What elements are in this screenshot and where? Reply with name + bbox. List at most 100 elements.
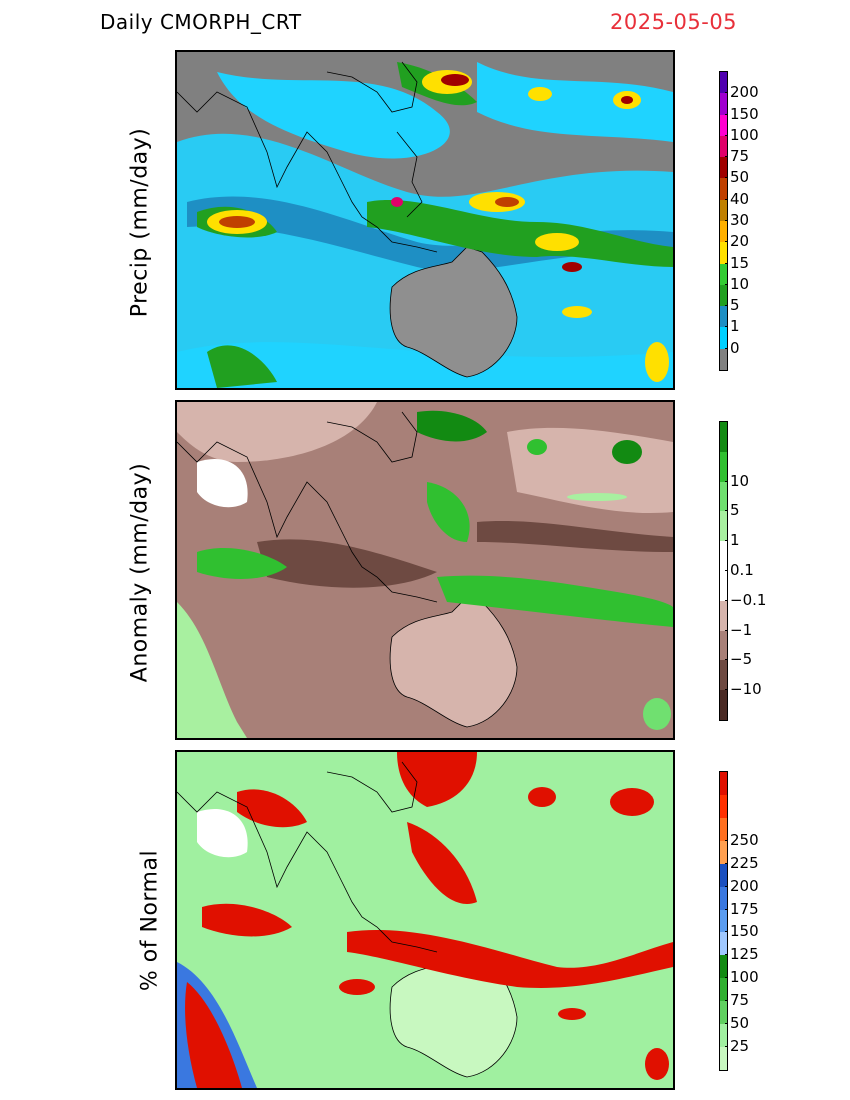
colorbar-segment	[720, 630, 727, 661]
colorbar-segment	[720, 199, 727, 221]
colorbar-tick-mark	[725, 689, 728, 691]
colorbar-tick-mark	[725, 570, 728, 571]
anomaly-ylabel: Anomaly (mm/day)	[127, 462, 153, 683]
colorbar-tick-label: 0.1	[730, 561, 754, 579]
colorbar-segment	[720, 242, 727, 264]
colorbar-tick-label: 0	[730, 338, 740, 357]
colorbar-segment	[720, 263, 727, 285]
colorbar-tick-label: −10	[730, 680, 762, 699]
anomaly-map-graphic	[177, 402, 673, 738]
colorbar-tick-label: −0.1	[730, 590, 767, 609]
precip-ylabel: Precip (mm/day)	[127, 127, 153, 318]
colorbar-tick-mark	[725, 134, 728, 136]
colorbar-segment	[720, 690, 727, 720]
colorbar-segment	[720, 955, 727, 979]
colorbar-tick-label: 150	[730, 104, 759, 123]
colorbar-tick-mark	[725, 241, 728, 243]
colorbar-tick-mark	[725, 198, 728, 200]
colorbar-tick-label: 100	[730, 968, 759, 987]
colorbar-segment	[720, 1024, 727, 1048]
colorbar-tick-mark	[725, 862, 728, 864]
colorbar-segment	[720, 451, 727, 482]
colorbar-tick-mark	[725, 839, 728, 841]
product-title: Daily CMORPH_CRT	[100, 10, 302, 34]
colorbar-segment	[720, 978, 727, 1002]
colorbar-segment	[720, 541, 727, 571]
colorbar-segment	[720, 306, 727, 328]
colorbar-tick-label: 10	[730, 274, 750, 293]
colorbar-segment	[720, 481, 727, 512]
colorbar-tick-label: −1	[730, 620, 753, 639]
colorbar-tick-label: 175	[730, 899, 759, 918]
colorbar-tick-label: 10	[730, 471, 750, 490]
colorbar-tick-label: 250	[730, 830, 759, 849]
colorbar-segment	[720, 93, 727, 115]
colorbar-tick-label: 200	[730, 83, 759, 102]
colorbar-segment	[720, 511, 727, 542]
colorbar-tick-label: 150	[730, 922, 759, 941]
colorbar-segment	[720, 840, 727, 864]
colorbar-tick-mark	[725, 599, 728, 601]
anomaly-colorbar	[719, 421, 728, 721]
colorbar-tick-label: 75	[730, 147, 750, 166]
colorbar-tick-mark	[725, 326, 728, 328]
colorbar-segment	[720, 327, 727, 349]
colorbar-segment	[720, 794, 727, 818]
precip-colorbar-strip	[719, 71, 728, 371]
colorbar-tick-mark	[725, 305, 728, 307]
percent-colorbar	[719, 771, 728, 1071]
colorbar-tick-mark	[725, 1000, 728, 1002]
colorbar-tick-mark	[725, 1046, 728, 1048]
colorbar-tick-label: 1	[730, 531, 740, 550]
colorbar-segment	[720, 660, 727, 691]
colorbar-tick-label: 225	[730, 853, 759, 872]
colorbar-tick-mark	[725, 977, 728, 979]
anomaly-map	[175, 400, 675, 740]
colorbar-tick-label: 15	[730, 253, 750, 272]
colorbar-tick-label: 5	[730, 296, 740, 315]
colorbar-tick-mark	[725, 908, 728, 910]
colorbar-segment	[720, 1047, 727, 1070]
colorbar-segment	[720, 72, 727, 94]
colorbar-tick-label: 25	[730, 1037, 750, 1056]
colorbar-segment	[720, 932, 727, 956]
colorbar-tick-mark	[725, 885, 728, 887]
colorbar-segment	[720, 886, 727, 910]
colorbar-tick-mark	[725, 262, 728, 264]
colorbar-segment	[720, 422, 727, 452]
colorbar-segment	[720, 284, 727, 307]
colorbar-segment	[720, 157, 727, 179]
colorbar-tick-mark	[725, 92, 728, 94]
colorbar-tick-mark	[725, 113, 728, 115]
colorbar-tick-mark	[725, 1023, 728, 1025]
colorbar-tick-label: 75	[730, 991, 750, 1010]
colorbar-tick-label: 200	[730, 876, 759, 895]
colorbar-tick-label: 20	[730, 232, 750, 251]
colorbar-segment	[720, 570, 727, 601]
colorbar-tick-label: 125	[730, 945, 759, 964]
colorbar-tick-label: 30	[730, 211, 750, 229]
colorbar-segment	[720, 863, 727, 887]
colorbar-tick-mark	[725, 629, 728, 631]
precip-map-graphic	[177, 52, 673, 388]
colorbar-tick-label: 40	[730, 189, 750, 208]
colorbar-tick-label: 50	[730, 1014, 750, 1033]
colorbar-segment	[720, 135, 727, 158]
colorbar-segment	[720, 600, 727, 631]
colorbar-tick-label: 50	[730, 168, 750, 187]
colorbar-segment	[720, 178, 727, 200]
colorbar-tick-mark	[725, 220, 728, 221]
colorbar-tick-mark	[725, 659, 728, 661]
colorbar-tick-label: −5	[730, 650, 753, 669]
colorbar-tick-mark	[725, 510, 728, 512]
colorbar-segment	[720, 817, 727, 841]
colorbar-segment	[720, 348, 727, 370]
date-label: 2025-05-05	[610, 10, 738, 34]
percent-map-graphic	[177, 752, 673, 1088]
colorbar-tick-label: 5	[730, 501, 740, 520]
percent-ylabel: % of Normal	[137, 849, 163, 992]
colorbar-tick-label: 1	[730, 317, 740, 336]
percent-map	[175, 750, 675, 1090]
colorbar-segment	[720, 1001, 727, 1025]
colorbar-segment	[720, 114, 727, 136]
